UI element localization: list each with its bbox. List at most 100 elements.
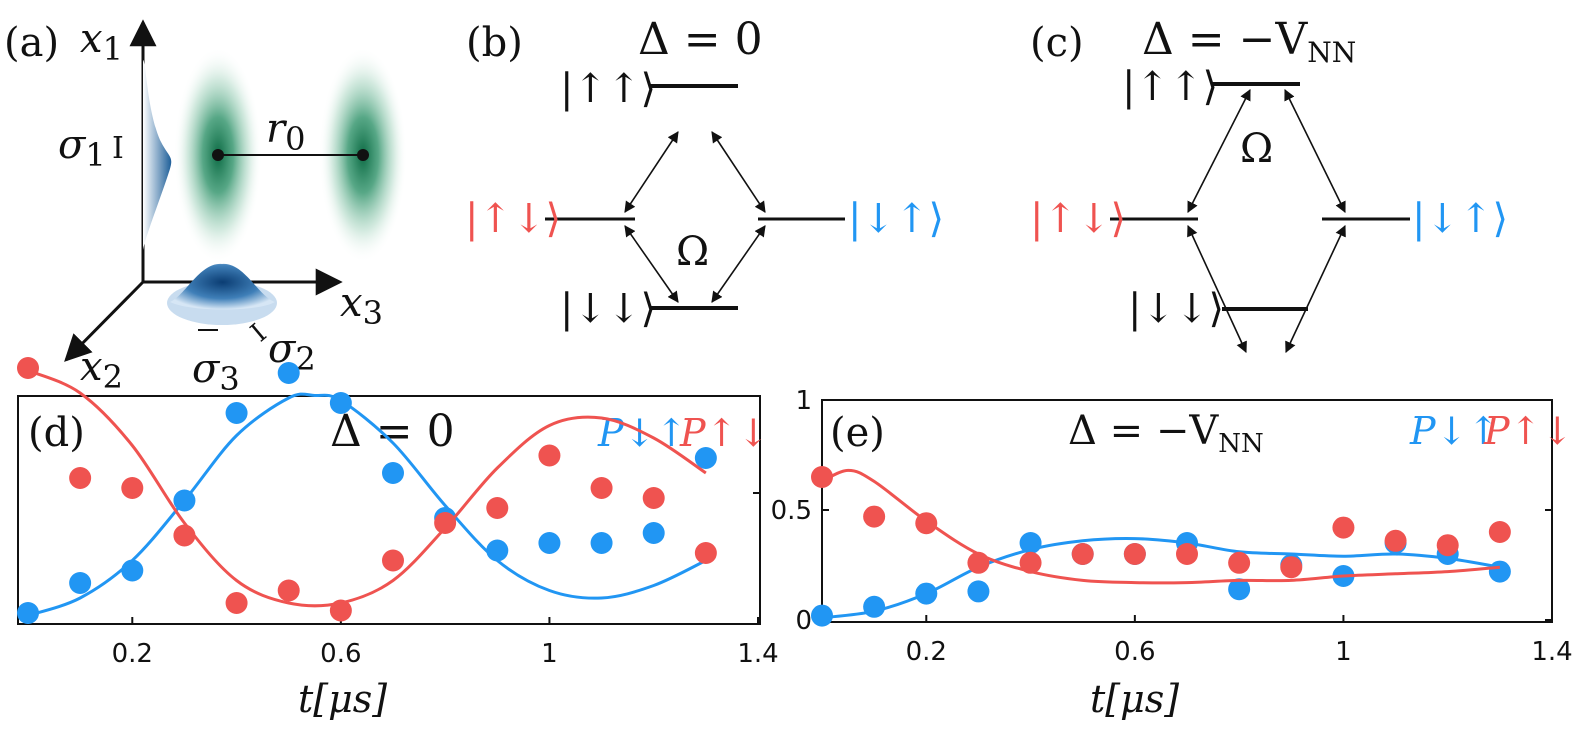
data-point-p-downup xyxy=(225,402,248,424)
x-tick-label: 0.6 xyxy=(1114,637,1155,667)
state-downdown-label: |↓↓⟩ xyxy=(560,286,656,332)
data-point-p-updown xyxy=(1488,521,1511,543)
data-point-p-updown xyxy=(69,467,92,489)
coupling-arrow-ul xyxy=(624,131,679,213)
chart-d-xlabel: t[μs] xyxy=(298,677,387,721)
y-tick-label: 0.5 xyxy=(771,496,812,526)
data-point-p-updown xyxy=(915,512,938,535)
x-tick-label: 0.6 xyxy=(320,639,361,669)
coupling-arrow-ll xyxy=(1187,224,1247,354)
panel-a: (a) x1 x3 x2 σ1 I r0 σ3 σ2 I xyxy=(4,16,407,398)
data-point-p-updown xyxy=(1332,516,1355,539)
fit-line-p-updown xyxy=(27,369,707,608)
data-point-p-updown xyxy=(434,512,457,534)
data-point-p-downup xyxy=(863,595,886,618)
chart-d-frame xyxy=(17,395,761,625)
sigma1-label: σ1 xyxy=(58,122,106,174)
chart-e: (e) Δ = −VNN P↓↑ P↑↓ t[μs] 0.2 0.6 1 1.400.… xyxy=(771,386,1574,721)
data-point-p-downup xyxy=(277,362,300,384)
data-point-p-updown xyxy=(1019,551,1042,574)
panel-d-label: (d) xyxy=(28,410,85,456)
coupling-arrow-ur xyxy=(711,131,766,213)
data-point-p-downup xyxy=(121,559,144,582)
data-point-p-updown xyxy=(329,599,352,622)
data-point-p-updown xyxy=(642,487,665,509)
data-point-p-downup xyxy=(1228,578,1251,601)
sigma3-label: σ3 xyxy=(192,346,240,398)
data-point-p-downup xyxy=(967,580,990,603)
data-point-p-downup xyxy=(486,539,509,562)
data-point-p-updown xyxy=(1176,543,1198,565)
data-point-p-updown xyxy=(17,357,39,379)
data-point-p-downup xyxy=(811,604,833,627)
data-point-p-downup xyxy=(17,602,39,624)
coupling-arrow-ul xyxy=(1187,89,1251,213)
ion-right-dot xyxy=(357,149,369,161)
coupling-arrow-ll xyxy=(624,225,679,303)
x2-axis-label: x2 xyxy=(80,344,123,396)
state-downup-label: |↓↑⟩ xyxy=(1412,196,1508,242)
chart-d-title: Δ = 0 xyxy=(330,406,455,457)
data-point-p-updown xyxy=(225,592,248,614)
data-point-p-downup xyxy=(694,447,717,469)
sigma1-errorbar: I xyxy=(112,131,124,166)
data-point-p-updown xyxy=(1071,543,1094,565)
y-tick-label: 1 xyxy=(795,386,812,416)
data-point-p-downup xyxy=(590,532,613,554)
state-updown-label: |↑↓⟩ xyxy=(465,196,561,242)
data-point-p-downup xyxy=(69,572,92,594)
state-upup-label: |↑↑⟩ xyxy=(560,66,656,112)
data-point-p-updown xyxy=(1384,529,1407,552)
data-point-p-updown xyxy=(590,477,613,499)
data-point-p-updown xyxy=(1123,543,1146,565)
data-point-p-updown xyxy=(863,505,886,528)
chart-d-marks: 0.2 0.6 1 1.4 xyxy=(17,357,779,669)
panel-c: (c) Δ = −VNN |↑↑⟩ |↑↓⟩ |↓↑⟩ |↓↓⟩ Ω xyxy=(1030,14,1508,354)
gaussian-mound-x2x3 xyxy=(170,263,275,310)
x-tick-label: 0.2 xyxy=(906,637,947,667)
state-downdown-label: |↓↓⟩ xyxy=(1128,286,1224,332)
state-updown-label: |↑↓⟩ xyxy=(1030,196,1126,242)
r0-label: r0 xyxy=(266,106,305,158)
data-point-p-downup xyxy=(538,532,561,554)
x-tick-label: 1 xyxy=(1335,637,1352,667)
data-point-p-downup xyxy=(329,392,352,414)
coupling-arrow-lr xyxy=(711,225,766,303)
chart-d: (d) Δ = 0 P↓↑ P↑↓ t[μs] 0.2 0.6 1 1.4 xyxy=(17,357,779,721)
data-point-p-downup xyxy=(1488,560,1511,583)
data-point-p-updown xyxy=(1280,556,1303,579)
data-point-p-updown xyxy=(277,579,300,602)
data-point-p-downup xyxy=(915,582,938,605)
chart-e-legend-blue: P↓↑ xyxy=(1409,409,1499,453)
x2-axis xyxy=(64,280,145,362)
panel-a-label: (a) xyxy=(4,20,59,66)
x1-axis-label: x1 xyxy=(80,16,123,68)
state-downup-label: |↓↑⟩ xyxy=(848,196,944,242)
panel-c-title: Δ = −VNN xyxy=(1142,14,1356,69)
x-tick-label: 1.4 xyxy=(1531,637,1572,667)
x-tick-label: 1.4 xyxy=(737,639,778,669)
gaussian-profile-x1 xyxy=(143,60,172,250)
data-point-p-downup xyxy=(642,522,665,544)
data-point-p-updown xyxy=(173,524,196,547)
data-point-p-updown xyxy=(967,551,990,574)
chart-e-marks: 0.2 0.6 1 1.4 0 0.5 1 xyxy=(771,386,1573,667)
data-point-p-updown xyxy=(811,466,833,488)
panel-c-label: (c) xyxy=(1030,20,1084,66)
panel-b: (b) Δ = 0 |↑↑⟩ |↑↓⟩ |↓↑⟩ |↓↓⟩ Ω xyxy=(465,14,944,332)
omega-label-b: Ω xyxy=(676,229,709,275)
x-tick-label: 1 xyxy=(541,639,558,669)
coupling-arrow-lr xyxy=(1285,224,1346,354)
data-point-p-updown xyxy=(1436,534,1459,557)
panel-b-label: (b) xyxy=(466,20,523,66)
x3-axis-label: x3 xyxy=(340,280,383,332)
coupling-arrow-ur xyxy=(1284,88,1346,214)
data-point-p-downup xyxy=(382,462,404,484)
chart-d-legend-red: P↑↓ xyxy=(679,411,769,455)
omega-label-c: Ω xyxy=(1240,126,1273,172)
data-point-p-updown xyxy=(1228,551,1251,574)
panel-e-label: (e) xyxy=(830,410,885,456)
fit-line-p-updown xyxy=(821,468,1500,585)
chart-e-legend-red: P↑↓ xyxy=(1483,409,1573,453)
